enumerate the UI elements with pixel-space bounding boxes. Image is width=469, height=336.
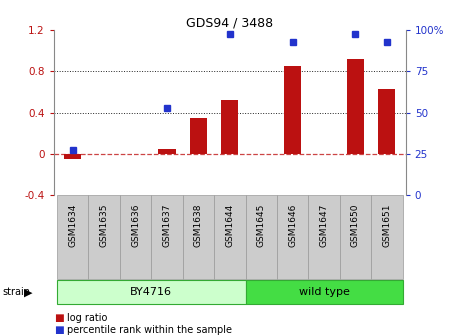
Bar bbox=[371, 195, 402, 279]
Bar bbox=[340, 195, 371, 279]
Text: GSM1637: GSM1637 bbox=[162, 203, 172, 247]
Text: GSM1636: GSM1636 bbox=[131, 203, 140, 247]
Bar bbox=[159, 149, 175, 154]
Text: GSM1651: GSM1651 bbox=[382, 203, 391, 247]
Bar bbox=[214, 195, 245, 279]
Text: GSM1638: GSM1638 bbox=[194, 203, 203, 247]
Text: GSM1635: GSM1635 bbox=[100, 203, 109, 247]
Bar bbox=[308, 195, 340, 279]
Text: BY4716: BY4716 bbox=[130, 287, 172, 297]
Bar bbox=[57, 195, 89, 279]
Text: GSM1650: GSM1650 bbox=[351, 203, 360, 247]
Bar bbox=[378, 89, 395, 154]
Bar bbox=[190, 118, 207, 154]
Text: log ratio: log ratio bbox=[67, 312, 107, 323]
Bar bbox=[221, 100, 238, 154]
Text: ■: ■ bbox=[54, 312, 64, 323]
Bar bbox=[347, 59, 364, 154]
Bar bbox=[57, 280, 245, 304]
Bar bbox=[245, 280, 402, 304]
Title: GDS94 / 3488: GDS94 / 3488 bbox=[186, 16, 273, 29]
Bar bbox=[89, 195, 120, 279]
Text: GSM1646: GSM1646 bbox=[288, 203, 297, 247]
Bar bbox=[151, 195, 183, 279]
Bar bbox=[245, 195, 277, 279]
Bar bbox=[64, 154, 82, 159]
Bar bbox=[120, 195, 151, 279]
Text: GSM1645: GSM1645 bbox=[257, 203, 266, 247]
Text: GSM1634: GSM1634 bbox=[68, 203, 77, 247]
Text: ▶: ▶ bbox=[24, 287, 33, 297]
Text: wild type: wild type bbox=[299, 287, 349, 297]
Bar bbox=[183, 195, 214, 279]
Bar bbox=[277, 195, 308, 279]
Text: GSM1644: GSM1644 bbox=[225, 203, 234, 247]
Text: ■: ■ bbox=[54, 325, 64, 335]
Text: GSM1647: GSM1647 bbox=[319, 203, 328, 247]
Text: percentile rank within the sample: percentile rank within the sample bbox=[67, 325, 232, 335]
Text: strain: strain bbox=[2, 287, 30, 297]
Bar bbox=[284, 66, 301, 154]
